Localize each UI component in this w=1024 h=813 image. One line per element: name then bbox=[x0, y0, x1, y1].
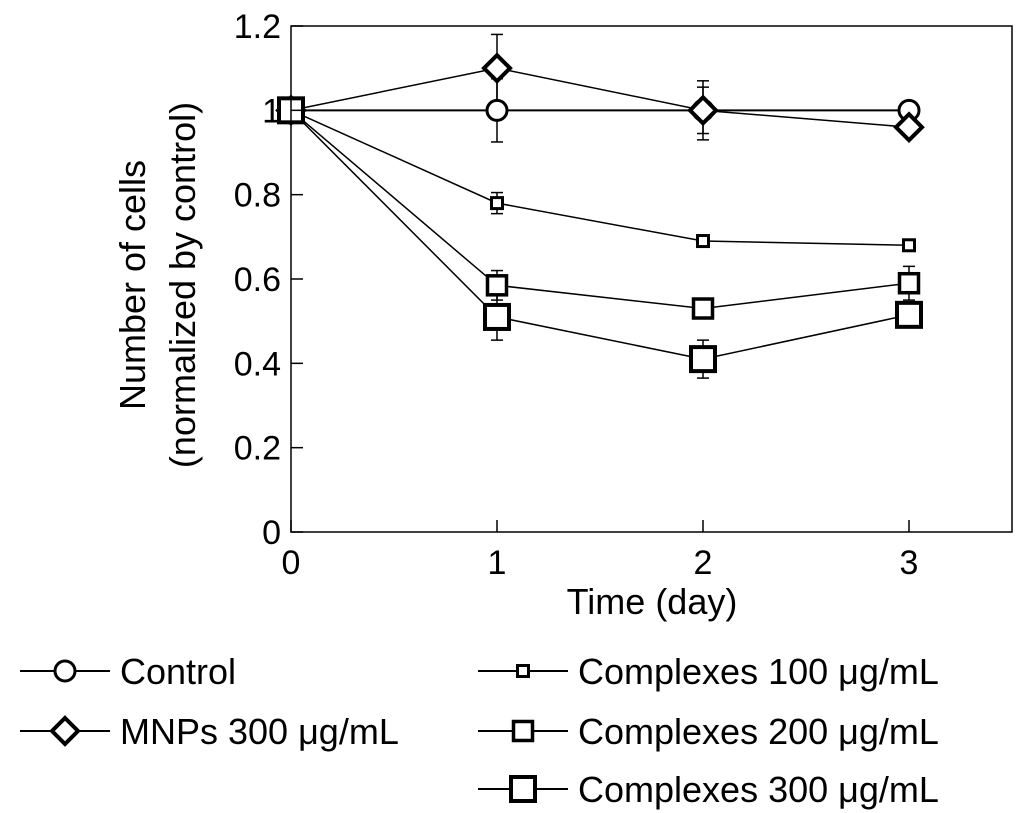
series-line-2 bbox=[290, 109, 910, 247]
legend: Control MNPs 300 μg/mL Complexes 100 μg/mL… bbox=[20, 651, 939, 810]
legend-marker-4 bbox=[509, 775, 537, 803]
y-axis-title-line1: Number of cells bbox=[112, 160, 153, 410]
axes: Time (day) Number of cells (normalized b… bbox=[112, 8, 1013, 622]
legend-label-0: Control bbox=[120, 651, 236, 692]
y-tick-label: 0.4 bbox=[234, 345, 281, 383]
data-point-4-1 bbox=[483, 302, 511, 331]
data-point-2-3 bbox=[902, 238, 916, 253]
y-tick-label: 0 bbox=[262, 514, 281, 552]
x-tick-label: 3 bbox=[900, 544, 919, 582]
legend-label-3: Complexes 200 μg/mL bbox=[578, 711, 939, 752]
x-tick-label: 2 bbox=[694, 544, 713, 582]
series-line-4 bbox=[290, 109, 910, 360]
y-tick-label: 0.8 bbox=[234, 177, 281, 215]
data-point-4-2 bbox=[689, 345, 717, 374]
data-point-1-1 bbox=[481, 52, 513, 84]
data-point-0-1 bbox=[485, 98, 509, 122]
series-line-1 bbox=[290, 67, 910, 128]
data-point-2-1 bbox=[490, 196, 504, 211]
legend-label-1: MNPs 300 μg/mL bbox=[120, 711, 399, 752]
y-axis-title-line2: (normalized by control) bbox=[162, 102, 203, 468]
data-point-1-3 bbox=[893, 111, 925, 144]
data-point-3-2 bbox=[691, 297, 715, 320]
y-tick-label: 0.2 bbox=[234, 430, 281, 468]
legend-marker-0 bbox=[53, 659, 77, 683]
y-tick-label: 0.6 bbox=[234, 261, 281, 299]
data-point-3-1 bbox=[485, 274, 509, 297]
y-tick-label: 1.2 bbox=[234, 8, 281, 46]
data-point-3-3 bbox=[897, 271, 921, 295]
legend-marker-3 bbox=[511, 719, 535, 743]
legend-label-2: Complexes 100 μg/mL bbox=[578, 651, 939, 692]
y-tick-label: 1 bbox=[262, 92, 281, 130]
x-tick-label: 1 bbox=[488, 544, 507, 582]
legend-marker-2 bbox=[516, 664, 530, 678]
x-tick-label: 0 bbox=[282, 544, 301, 582]
legend-label-4: Complexes 300 μg/mL bbox=[578, 769, 939, 810]
x-axis-title: Time (day) bbox=[567, 581, 738, 622]
legend-marker-1 bbox=[49, 715, 81, 747]
data-point-4-3 bbox=[895, 300, 923, 329]
series-line-3 bbox=[290, 109, 910, 310]
data-point-2-2 bbox=[696, 234, 710, 249]
data-point-1-2 bbox=[687, 94, 719, 127]
plot-area bbox=[275, 33, 925, 379]
